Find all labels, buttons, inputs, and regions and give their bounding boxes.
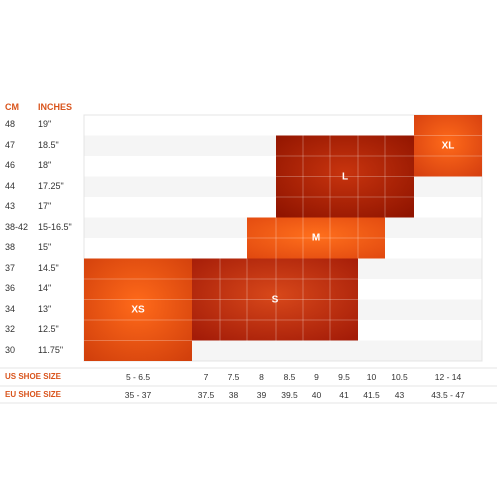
size-label-l: L: [341, 171, 349, 182]
us-size-value: 10: [366, 372, 377, 382]
row-cm-label: 37: [5, 262, 16, 273]
row-inches-label: 15-16.5": [38, 221, 72, 232]
us-size-value: 7.5: [227, 372, 240, 382]
row-cm-label: 34: [5, 303, 16, 314]
size-block-fill: [247, 217, 385, 259]
size-block-xl: [414, 115, 482, 177]
us-size-value: 10.5: [391, 372, 408, 382]
row-cm-label: 43: [5, 201, 16, 212]
size-block-m: [247, 217, 385, 259]
us-size-value: 9.5: [338, 372, 350, 382]
row-inches-label: 13": [38, 303, 52, 314]
size-block-xs: [84, 258, 192, 361]
us-size-value: 12 - 14: [434, 372, 462, 382]
us-shoe-size-label: US SHOE SIZE: [5, 372, 62, 381]
row-inches-label: 12.5": [38, 324, 59, 335]
size-label-s: S: [271, 294, 279, 305]
row-cm-label: 38: [5, 242, 16, 253]
row-cm-label: 48: [5, 119, 16, 130]
row-inches-label: 14.5": [38, 262, 59, 273]
eu-size-value: 37.5: [197, 390, 215, 400]
inches-header: INCHES: [38, 102, 73, 112]
row-cm-label: 38-42: [5, 221, 29, 232]
cm-header: CM: [5, 102, 19, 112]
row-inches-label: 17.25": [38, 180, 64, 191]
us-size-value: 7: [203, 372, 209, 382]
us-size-value: 5 - 6.5: [125, 372, 151, 382]
us-size-value: 8: [259, 372, 264, 382]
size-block-fill: [276, 135, 414, 218]
size-label-m: M: [311, 232, 321, 244]
row-cm-label: 30: [5, 344, 16, 355]
us-size-value: 8.5: [283, 372, 296, 382]
row-inches-label: 18.5": [38, 139, 59, 150]
size-label-xl: XL: [441, 140, 455, 152]
eu-size-value: 39: [256, 390, 267, 400]
size-block-l: [276, 135, 414, 218]
row-inches-label: 17": [38, 201, 52, 212]
size-block-fill: [414, 115, 482, 177]
row-cm-label: 46: [5, 160, 16, 171]
eu-size-value: 43.5 - 47: [431, 390, 465, 400]
eu-size-value: 43: [394, 390, 405, 400]
size-label-xs: XS: [131, 304, 145, 316]
row-cm-label: 32: [5, 324, 16, 335]
row-cm-label: 36: [5, 283, 16, 294]
size-block-s: [192, 258, 358, 341]
eu-size-value: 41: [339, 390, 349, 400]
grid-frame: [83, 114, 483, 362]
row-inches-label: 14": [38, 283, 52, 294]
eu-size-value: 35 - 37: [124, 390, 152, 400]
row-stripe: [84, 115, 482, 136]
eu-size-value: 38: [228, 390, 239, 400]
row-inches-label: 11.75": [38, 344, 64, 355]
eu-shoe-size-label: EU SHOE SIZE: [5, 390, 62, 399]
size-block-fill: [84, 258, 192, 361]
row-inches-label: 15": [38, 242, 52, 253]
us-size-value: 9: [314, 372, 319, 382]
row-cm-label: 44: [5, 180, 16, 191]
eu-size-value: 39.5: [281, 390, 298, 400]
eu-size-value: 41.5: [363, 390, 380, 400]
row-inches-label: 19": [38, 119, 52, 130]
size-block-fill: [192, 258, 358, 341]
row-cm-label: 47: [5, 139, 16, 150]
row-inches-label: 18": [38, 160, 52, 171]
eu-size-value: 40: [311, 390, 322, 400]
